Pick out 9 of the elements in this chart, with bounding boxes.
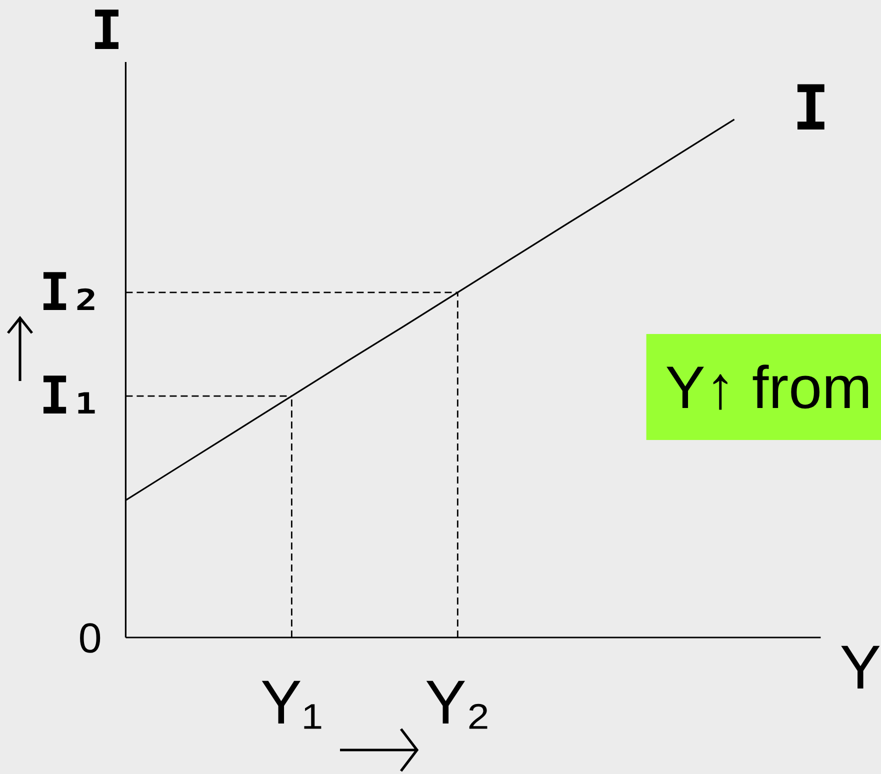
x-tick-label: Y₁ bbox=[260, 668, 323, 738]
y-axis-title: I bbox=[90, 0, 123, 62]
annotation: 0 bbox=[78, 614, 102, 662]
series-label: I bbox=[792, 71, 830, 144]
x-axis-title: Y bbox=[840, 634, 881, 702]
x-tick-label: Y₂ bbox=[424, 668, 490, 738]
ref-line-label: I₂ bbox=[39, 263, 102, 324]
ref-line-label: I₁ bbox=[39, 366, 102, 427]
annotation: Y↑ from bbox=[665, 354, 872, 421]
